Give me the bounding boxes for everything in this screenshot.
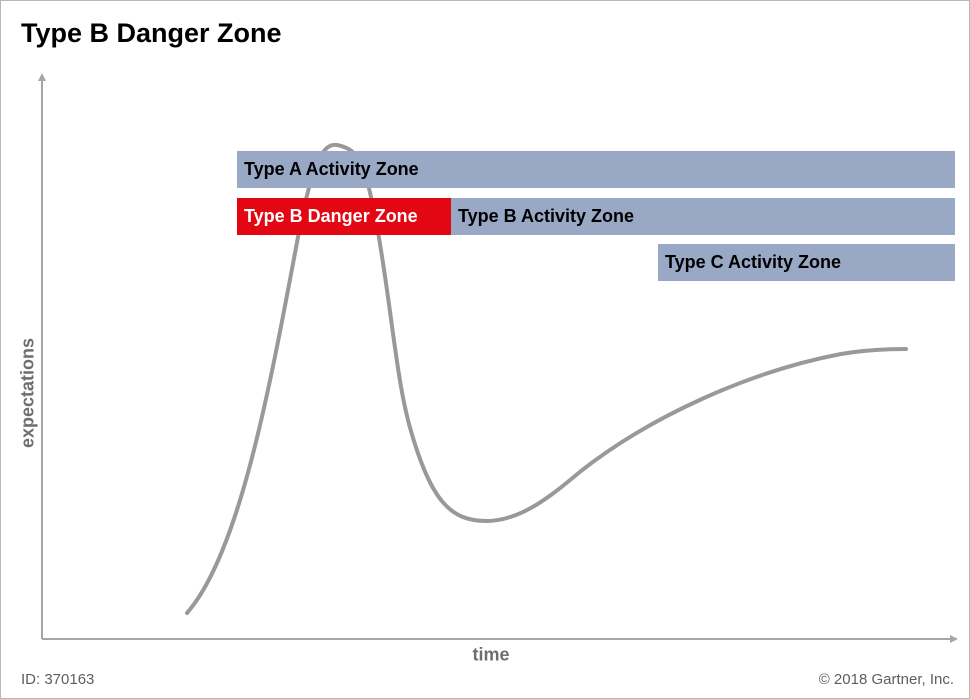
type-a-activity-zone: Type A Activity Zone: [237, 151, 955, 188]
type-b-danger-zone-label: Type B Danger Zone: [244, 206, 418, 226]
x-axis-arrow: [950, 635, 958, 643]
type-a-activity-zone-label: Type A Activity Zone: [244, 159, 419, 179]
y-axis-label: expectations: [17, 337, 38, 449]
document-id: ID: 370163: [21, 671, 95, 688]
type-c-activity-zone: Type C Activity Zone: [658, 244, 955, 281]
hype-cycle-curve: [185, 143, 908, 615]
type-b-danger-zone: Type B Danger Zone: [237, 198, 451, 235]
type-b-activity-zone: Type B Activity Zone: [451, 198, 955, 235]
type-b-activity-zone-label: Type B Activity Zone: [458, 206, 635, 226]
x-axis-label: time: [472, 644, 510, 665]
type-c-activity-zone-label: Type C Activity Zone: [665, 252, 842, 272]
copyright-notice: © 2018 Gartner, Inc.: [818, 671, 954, 688]
diagram-title: Type B Danger Zone: [21, 18, 282, 48]
y-axis-arrow: [38, 73, 46, 81]
